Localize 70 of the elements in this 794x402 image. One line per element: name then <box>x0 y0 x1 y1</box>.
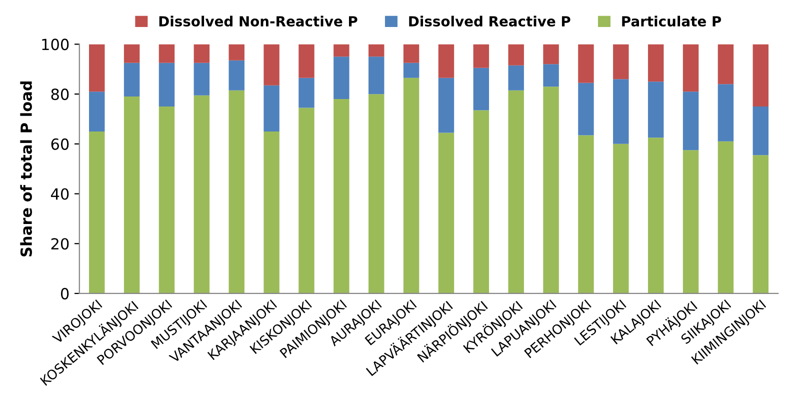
bar <box>718 141 734 294</box>
bar <box>752 106 769 156</box>
bar <box>473 110 490 294</box>
y-tick-label: 40 <box>50 188 69 200</box>
bar <box>613 79 629 144</box>
bar <box>718 84 734 142</box>
y-tick-label: 60 <box>51 138 69 150</box>
bar <box>648 82 664 138</box>
bar <box>158 106 175 294</box>
bar <box>578 135 594 294</box>
bar <box>228 60 244 90</box>
bar <box>298 44 314 78</box>
bar <box>89 92 105 132</box>
bar <box>228 90 244 294</box>
legend-label: Dissolved Reactive P <box>409 16 570 27</box>
bar <box>438 78 454 133</box>
bar <box>368 56 384 94</box>
bar <box>543 44 559 64</box>
bar <box>228 44 244 60</box>
legend-label: Dissolved Non-Reactive P <box>159 16 358 27</box>
y-tick-label: 80 <box>51 88 69 100</box>
y-tick-label: 100 <box>42 38 69 50</box>
bar <box>438 44 454 78</box>
bar <box>403 62 420 78</box>
bar <box>124 44 140 63</box>
bar <box>158 62 175 107</box>
bar <box>194 62 210 96</box>
bar <box>368 44 384 57</box>
bar <box>264 131 280 294</box>
bar <box>194 95 210 294</box>
bar <box>752 44 769 107</box>
bar <box>718 44 734 84</box>
bar <box>508 90 524 294</box>
y-tick-label: 0 <box>60 288 69 300</box>
bar <box>613 44 629 80</box>
bar <box>543 86 559 294</box>
bar <box>124 62 140 97</box>
bar <box>473 68 490 110</box>
bar <box>403 78 420 294</box>
legend-label: Particulate P <box>622 16 722 27</box>
bar <box>89 44 105 92</box>
bar <box>613 144 629 294</box>
bar <box>682 150 699 294</box>
bar <box>124 96 140 294</box>
bar <box>403 44 420 63</box>
bar <box>508 65 524 90</box>
bar <box>578 44 594 83</box>
bar <box>89 131 105 294</box>
bar <box>473 44 490 68</box>
y-tick-label: 20 <box>51 238 69 250</box>
bar <box>334 56 350 100</box>
bar <box>334 99 350 294</box>
bar <box>578 82 594 136</box>
bar <box>334 44 350 57</box>
bar <box>298 108 314 294</box>
bar <box>368 94 384 294</box>
bar <box>264 85 280 132</box>
bar <box>682 92 699 150</box>
bar <box>298 78 314 108</box>
bar <box>194 44 210 63</box>
bar <box>682 44 699 92</box>
bar <box>752 155 769 294</box>
bar <box>264 44 280 86</box>
bar <box>508 44 524 66</box>
bar <box>543 64 559 87</box>
bar <box>158 44 175 63</box>
bar <box>648 138 664 294</box>
bar <box>648 44 664 82</box>
bar <box>438 132 454 294</box>
y-axis-title: Share of total P load <box>20 81 32 256</box>
